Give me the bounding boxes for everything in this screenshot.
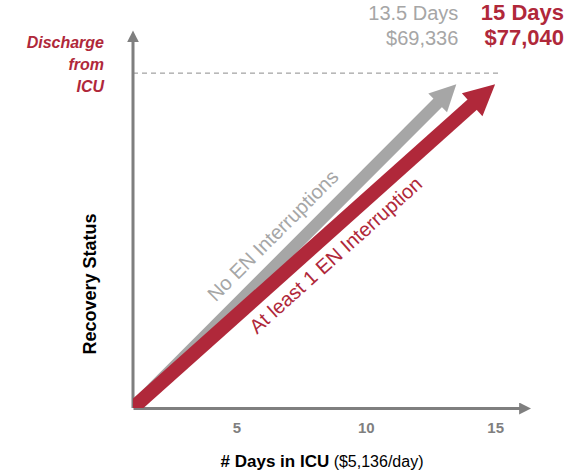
x-tick: 15	[487, 408, 504, 436]
arrow-head	[462, 84, 495, 116]
series-annotation: 13.5 Days	[368, 2, 458, 24]
arrow-head	[428, 84, 456, 112]
x-tick-label: 10	[358, 419, 375, 436]
x-tick-label: 15	[487, 419, 504, 436]
series-name: At least 1 EN Interruption	[245, 172, 426, 337]
y-axis-line	[132, 40, 135, 408]
discharge-label-line: ICU	[76, 78, 104, 95]
y-axis	[133, 40, 134, 408]
chart: Discharge from ICU 5 10 15 # Days in ICU ($5,1…	[0, 0, 570, 475]
discharge-label-line: from	[68, 56, 104, 73]
x-axis-title: # Days in ICU ($5,136/day)	[221, 452, 424, 471]
plot-area	[133, 84, 495, 408]
x-tick-label: 5	[233, 419, 241, 436]
x-axis: 5 10 15	[134, 408, 522, 436]
series-annotation: 15 Days	[481, 0, 564, 25]
discharge-label: Discharge from ICU	[27, 34, 105, 95]
y-axis-title: Recovery Status	[80, 213, 100, 354]
x-tick: 5	[233, 408, 241, 436]
x-tick: 10	[358, 408, 375, 436]
series-annotation: $77,040	[484, 25, 564, 50]
discharge-label-line: Discharge	[27, 34, 104, 51]
series-annotation: $69,336	[386, 27, 458, 49]
series-name: No EN Interruptions	[203, 166, 343, 306]
x-axis-line	[134, 407, 522, 410]
discharge-line	[133, 73, 501, 74]
series-line	[133, 103, 474, 408]
